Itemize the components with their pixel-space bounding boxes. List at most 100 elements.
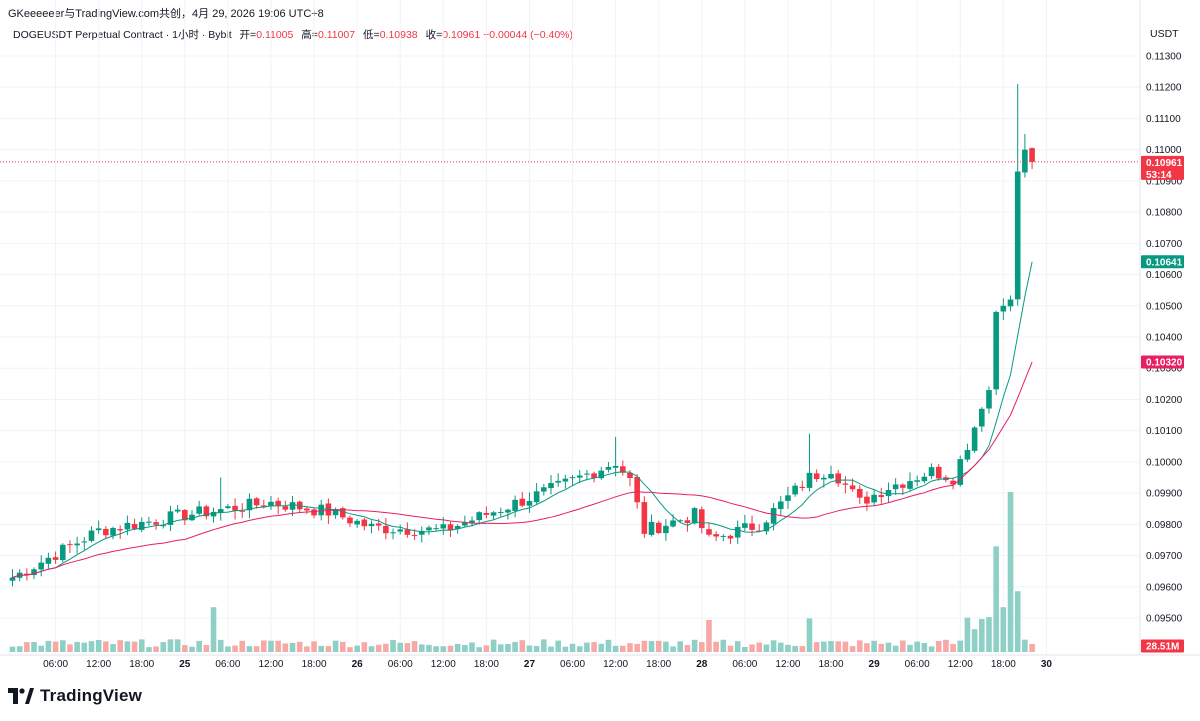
volume-bar	[9, 646, 16, 652]
volume-bar	[361, 642, 368, 652]
candle-body	[110, 527, 116, 536]
candle-body	[447, 524, 454, 531]
candle-body	[892, 484, 899, 490]
candle-body	[871, 494, 877, 503]
time-tick-label: 26	[352, 659, 364, 670]
candle-body	[792, 485, 798, 495]
volume-bar	[160, 642, 167, 652]
candle-body	[979, 408, 985, 427]
volume-bar	[203, 644, 210, 652]
candle-body	[1029, 148, 1035, 162]
candle-body	[713, 534, 719, 537]
moving-averages	[12, 261, 1033, 578]
volume-bar	[505, 643, 511, 652]
candle-body	[67, 544, 73, 546]
candle-body	[81, 541, 88, 543]
volume-bar	[282, 643, 289, 652]
time-tick-label: 29	[869, 659, 881, 670]
volume-bar	[634, 643, 640, 652]
candle-body	[569, 477, 576, 479]
candle-body	[584, 473, 590, 475]
volume-bar	[318, 645, 325, 652]
candle-body	[612, 465, 619, 468]
candle-body	[246, 498, 253, 511]
candle-body	[964, 450, 971, 460]
candle-body	[383, 525, 389, 534]
candle-body	[935, 466, 942, 479]
volume-bar	[182, 645, 188, 652]
currency-label[interactable]: USDT	[1150, 28, 1179, 40]
candle-body	[203, 506, 210, 517]
candle-body	[670, 520, 676, 527]
volume-bar	[268, 640, 274, 652]
candle-body	[856, 488, 863, 498]
candle-body	[31, 569, 37, 576]
volume-bar	[548, 646, 554, 652]
volume-bar	[935, 640, 942, 652]
tradingview-logo[interactable]: TradingView	[8, 686, 142, 706]
volume-bar	[727, 645, 734, 652]
candle-body	[153, 522, 159, 525]
candle-body	[828, 474, 834, 479]
volume-bar	[713, 641, 719, 652]
volume-bar	[289, 642, 296, 652]
volume-bar	[189, 646, 195, 652]
volume-bar	[569, 643, 576, 652]
candle-body	[907, 481, 913, 489]
volume-bar	[612, 645, 619, 652]
candle-body	[253, 498, 260, 506]
volume-bar	[806, 618, 813, 652]
candle-body	[404, 529, 411, 535]
volume-bar	[296, 641, 303, 652]
price-tick-label: 0.11100	[1146, 114, 1181, 125]
price-tick-label: 0.10200	[1146, 395, 1183, 406]
candle-body	[734, 526, 741, 538]
volume-bar	[770, 640, 777, 652]
last-price-tag-text: 0.10961	[1146, 158, 1183, 169]
time-tick-label: 06:00	[732, 659, 757, 670]
ma-slow-tag-bg	[1141, 355, 1184, 369]
time-tick-label: 12:00	[86, 659, 111, 670]
price-tick-label: 0.10700	[1146, 239, 1183, 250]
volume-bar	[663, 641, 669, 652]
candle-body	[124, 522, 131, 530]
candle-body	[799, 486, 806, 488]
time-tick-label: 18:00	[474, 659, 499, 670]
volume-bar	[490, 639, 497, 652]
volume-bar	[627, 643, 633, 652]
candle-body	[598, 470, 605, 479]
volume-bar	[433, 646, 439, 652]
candle-body	[1000, 305, 1007, 312]
candle-body	[189, 514, 195, 521]
price-tick-label: 0.10800	[1146, 208, 1183, 219]
symbol-name[interactable]: DOGEUSDT Perpetual Contract · 1小时 · Bybi…	[13, 29, 232, 41]
volume-bar	[325, 646, 332, 652]
symbol-legend: DOGEUSDT Perpetual Contract · 1小时 · Bybi…	[13, 27, 573, 42]
candle-body	[210, 511, 217, 517]
candle-body	[921, 476, 928, 482]
time-tick-label: 06:00	[215, 659, 240, 670]
candle-body	[749, 523, 755, 530]
candle-body	[354, 520, 360, 525]
volume-bar	[921, 642, 928, 652]
candle-body	[497, 512, 504, 514]
volume-bar	[842, 641, 849, 652]
volume-bar	[706, 620, 712, 652]
volume-bar	[124, 641, 131, 652]
candle-body	[950, 480, 956, 485]
volume-bars	[9, 492, 1035, 652]
candle-body	[842, 483, 849, 485]
candle-body	[476, 512, 482, 521]
candle-body	[576, 475, 583, 478]
time-tick-label: 18:00	[819, 659, 844, 670]
price-tick-label: 0.09500	[1146, 614, 1183, 625]
candle-body	[928, 467, 935, 477]
candle-body	[533, 491, 540, 503]
candle-body	[418, 530, 425, 535]
time-axis: 06:00 12:00 18:00 25 06:00 12:00 18:00 26 06:00 1…	[43, 659, 1052, 670]
volume-bar	[720, 639, 727, 652]
volume-bar	[856, 640, 863, 652]
volume-bar	[246, 646, 253, 652]
